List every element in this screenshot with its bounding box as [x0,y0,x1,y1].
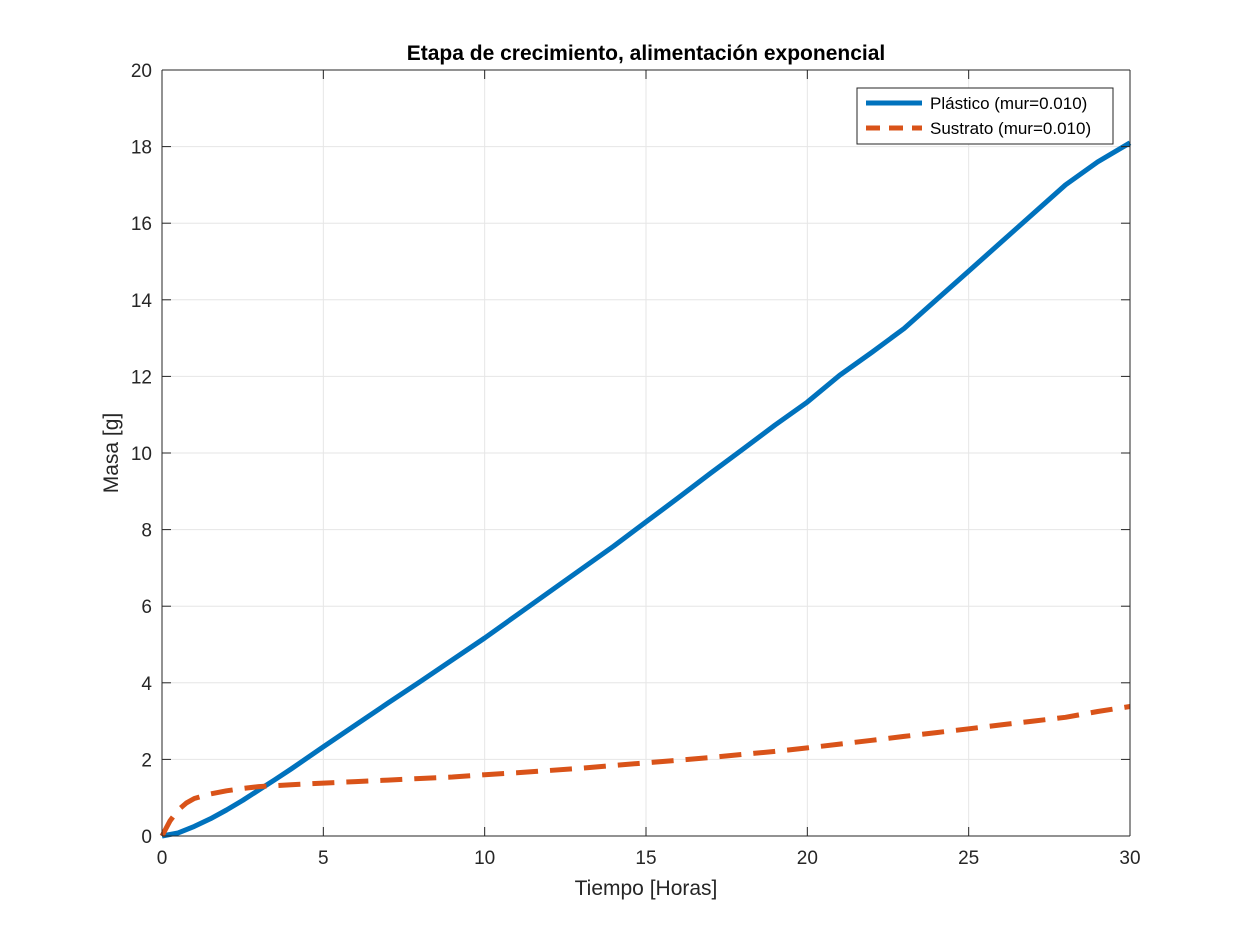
y-tick-label: 4 [141,674,152,695]
x-axis-title: Tiempo [Horas] [575,877,718,900]
y-tick-label: 20 [131,61,152,82]
x-tick-label: 0 [157,848,168,869]
y-tick-label: 12 [131,367,152,388]
x-tick-label: 5 [318,848,329,869]
y-tick-label: 2 [141,750,152,771]
legend-box [856,87,1114,145]
series-line-1 [159,704,1131,838]
y-tick-label: 10 [131,444,152,465]
legend-label-plastico: Plástico (mur=0.010) [930,94,1087,113]
x-tick-label: 20 [797,848,818,869]
legend: Plástico (mur=0.010) Sustrato (mur=0.010… [856,87,1114,145]
x-tick-label: 25 [958,848,979,869]
y-tick-label: 16 [131,214,152,235]
y-tick-label: 14 [131,291,153,312]
legend-label-sustrato: Sustrato (mur=0.010) [930,119,1091,138]
series-layer [159,140,1132,839]
y-tick-label: 8 [141,521,152,542]
x-tick-label: 10 [474,848,495,869]
y-tick-label: 6 [141,597,152,618]
y-tick-label: 18 [131,138,152,159]
x-tick-label: 15 [635,848,656,869]
series-line-0 [161,140,1132,839]
y-tick-label: 0 [141,827,152,848]
x-tick-label: 30 [1119,848,1140,869]
chart-title: Etapa de crecimiento, alimentación expon… [407,42,886,65]
y-axis-title: Masa [g] [100,413,123,494]
ticks: 0 5 10 15 20 25 30 0 2 4 6 8 10 12 14 16 18 20 [131,61,1141,869]
